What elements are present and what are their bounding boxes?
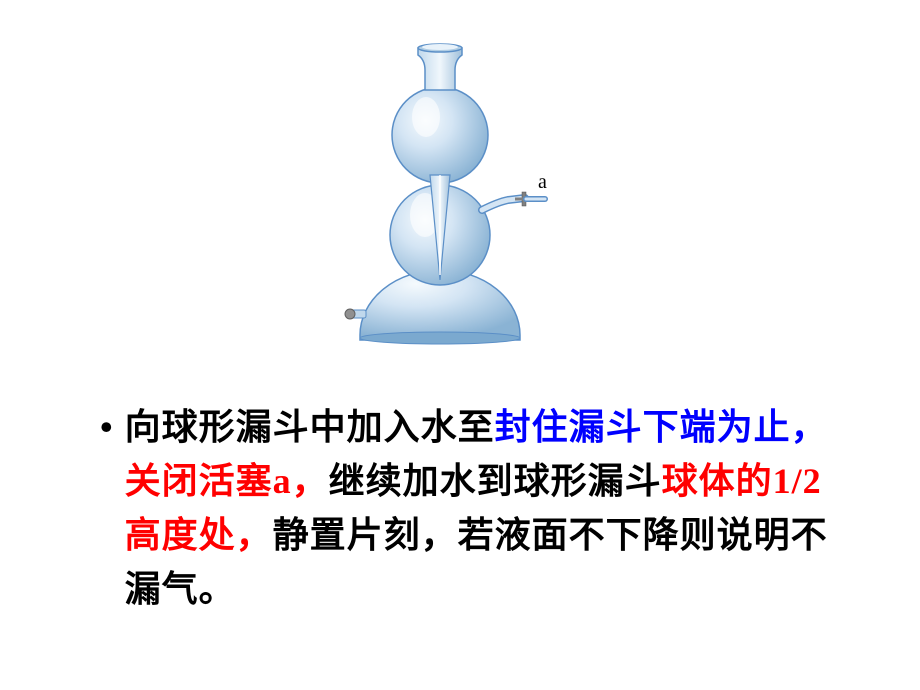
bottom-base — [360, 332, 520, 344]
kipp-apparatus-diagram: a — [330, 20, 590, 360]
seg1: 向球形漏斗中加入水至 — [125, 407, 495, 447]
seg3: 关闭活塞a， — [125, 461, 329, 501]
slide: a • 向球形漏斗中加入水至封住漏斗下端为止，关闭活塞a，继续加水到球形漏斗球体… — [0, 0, 920, 690]
label-a: a — [538, 171, 547, 193]
bullet-paragraph: • 向球形漏斗中加入水至封住漏斗下端为止，关闭活塞a，继续加水到球形漏斗球体的1… — [100, 400, 850, 616]
seg4: 继续加水到球形漏斗 — [329, 461, 662, 501]
top-bulb — [392, 87, 488, 183]
bullet-icon: • — [100, 400, 113, 454]
diagram-container: a — [0, 0, 920, 360]
paragraph-content: 向球形漏斗中加入水至封住漏斗下端为止，关闭活塞a，继续加水到球形漏斗球体的1/2… — [125, 400, 850, 616]
drain-stopcock — [345, 309, 355, 319]
funnel-mouth-inner — [422, 44, 458, 50]
top-highlight — [412, 97, 440, 137]
seg2: 封住漏斗下端为止， — [495, 407, 828, 447]
text-block: • 向球形漏斗中加入水至封住漏斗下端为止，关闭活塞a，继续加水到球形漏斗球体的1… — [0, 360, 920, 616]
funnel-neck — [418, 48, 462, 90]
